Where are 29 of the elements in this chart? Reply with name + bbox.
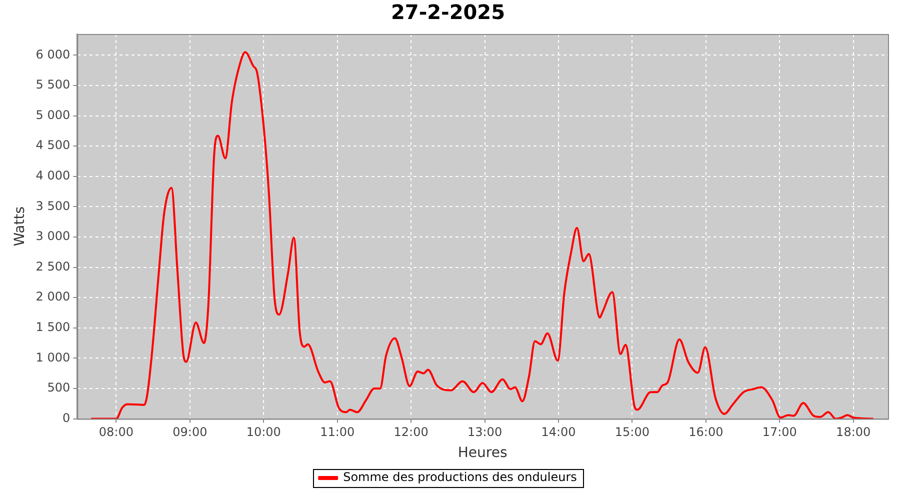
y-tick-label: 5 500 [36,78,70,92]
y-tick-label: 0 [62,410,70,425]
x-tick-label: 14:00 [541,425,576,440]
x-tick-label: 18:00 [836,425,871,440]
x-tick-label: 10:00 [246,425,281,440]
x-tick-label: 15:00 [614,425,650,440]
line-series [90,51,874,419]
y-tick-label: 4 500 [36,138,70,152]
y-tick-label: 6 000 [36,47,70,62]
x-tick-label: 09:00 [172,425,208,440]
x-tick-label: 11:00 [320,425,355,440]
y-tick-label: 5 000 [36,108,70,122]
x-tick-label: 13:00 [467,425,502,440]
x-tick-label: 17:00 [762,425,797,440]
y-tick-label: 3 000 [36,229,70,244]
y-tick-label: 4 000 [36,168,70,183]
y-tick-label: 2 000 [36,290,70,304]
y-tick-label: 1 000 [36,350,70,364]
y-tick-label: 3 500 [36,198,70,213]
y-tick-label: 2 500 [36,259,70,274]
x-tick-label: 16:00 [688,425,724,440]
x-axis-title: Heures [458,445,508,462]
x-tick-label: 12:00 [394,425,428,440]
x-tick-label: 08:00 [98,425,134,440]
chart-title: 27-2-2025 [390,0,506,24]
y-tick-label: 1 500 [36,320,70,334]
y-axis-title: Watts [12,206,28,246]
legend-label: Somme des productions des onduleurs [343,470,577,484]
y-tick-label: 500 [47,380,70,395]
